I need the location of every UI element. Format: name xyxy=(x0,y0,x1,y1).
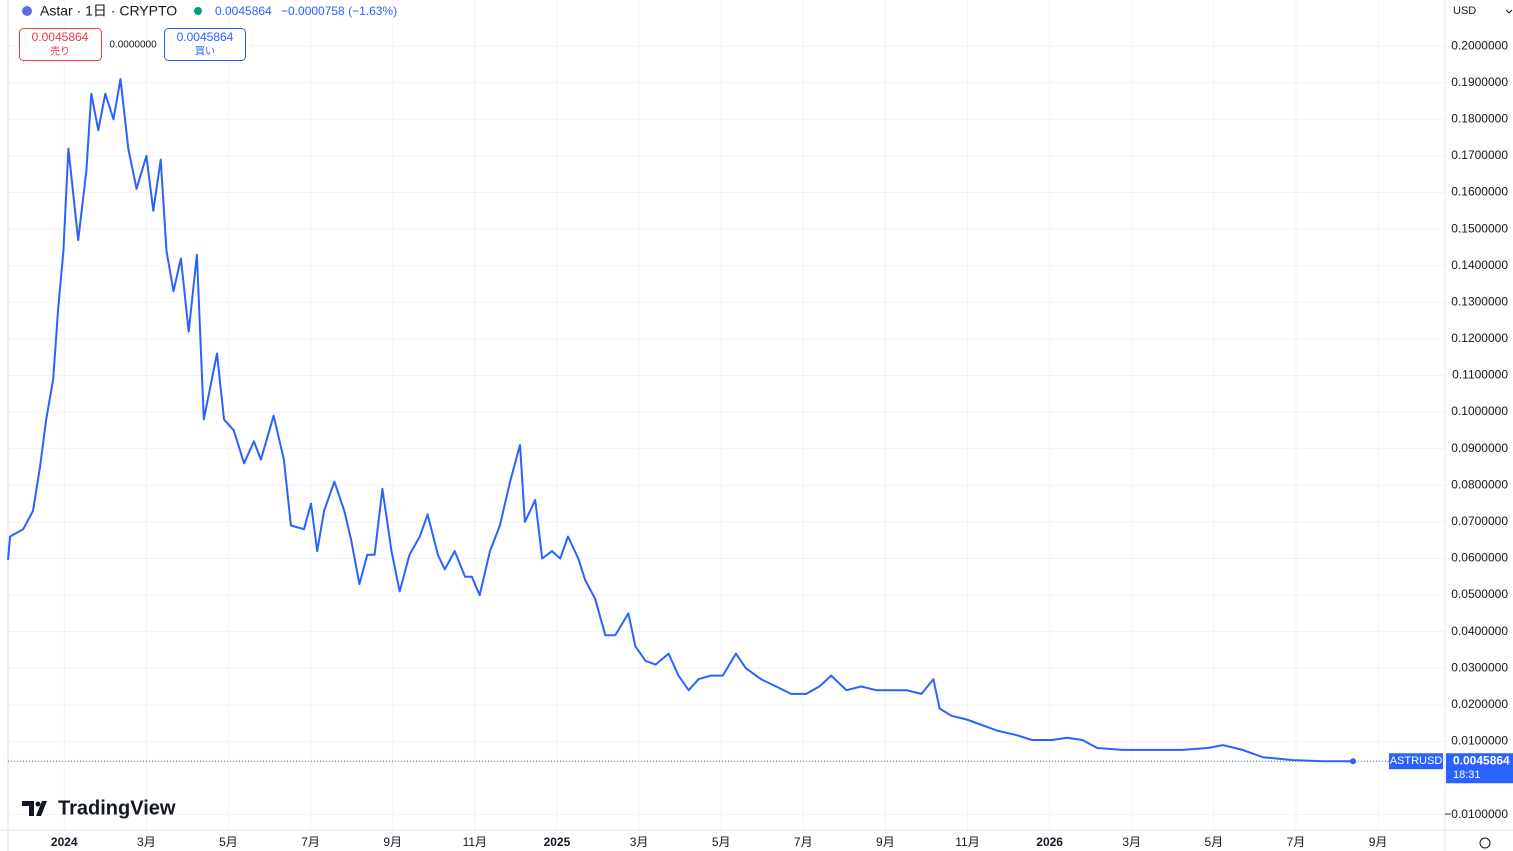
y-tick-label: 0.0800000 xyxy=(1451,477,1508,491)
spread: 0.0000000 xyxy=(109,40,157,51)
y-tick-label: 0.0600000 xyxy=(1451,551,1508,565)
y-tick-label: 0.0200000 xyxy=(1451,697,1508,711)
logo-icon xyxy=(22,801,47,816)
y-tick-label: 0.1200000 xyxy=(1451,331,1508,345)
y-tick-label: 0.0100000 xyxy=(1451,734,1508,748)
x-tick-label: 3月 xyxy=(1122,835,1141,849)
x-tick-label: 2024 xyxy=(51,835,78,849)
currency[interactable]: USD xyxy=(1453,5,1476,17)
y-tick-label: 0.0400000 xyxy=(1451,624,1508,638)
last-point xyxy=(1350,758,1357,765)
buy-button[interactable] xyxy=(164,28,246,61)
x-tick-label: 2026 xyxy=(1036,835,1063,849)
y-tick-label: 0.1700000 xyxy=(1451,148,1508,162)
logo: TradingView xyxy=(58,797,176,819)
y-tick-label: 0.0500000 xyxy=(1451,587,1508,601)
countdown-label: 18:31 xyxy=(1453,769,1481,781)
symbol-tag xyxy=(1389,753,1443,770)
x-tick-label: 7月 xyxy=(1287,835,1306,849)
y-tick-label: 0.0300000 xyxy=(1451,660,1508,674)
x-tick-label: 9月 xyxy=(383,835,402,849)
sell-price: 0.0045864 xyxy=(32,30,89,44)
logo-icon-dot xyxy=(35,801,41,807)
last-price: 0.0045864 xyxy=(215,4,272,18)
symbol: Astar · 1日 · CRYPTO xyxy=(40,3,177,19)
x-tick-label: 11月 xyxy=(463,835,487,849)
price-tag-label: 0.0045864 xyxy=(1453,753,1510,767)
buy-label: 買い xyxy=(195,46,215,58)
grid xyxy=(8,0,1445,830)
y-tick-label: 0.1600000 xyxy=(1451,185,1508,199)
x-tick-label: 3月 xyxy=(137,835,156,849)
buy-price: 0.0045864 xyxy=(177,30,234,44)
y-tick-label: 0.1900000 xyxy=(1451,75,1508,89)
y-tick-label: 0.1400000 xyxy=(1451,258,1508,272)
x-tick-label: 9月 xyxy=(876,835,895,849)
currency-caret xyxy=(1505,9,1513,14)
y-tick-label: 0.1300000 xyxy=(1451,294,1508,308)
x-tick-label: 5月 xyxy=(1205,835,1224,849)
plot xyxy=(7,78,1445,765)
x-tick-label: 11月 xyxy=(955,835,979,849)
x-tick-label: 7月 xyxy=(301,835,320,849)
y-tick-label: 0.0900000 xyxy=(1451,441,1508,455)
x-tick-label: 7月 xyxy=(794,835,813,849)
price-line xyxy=(7,78,1353,763)
y-tick-label: −0.0100000 xyxy=(1444,807,1508,821)
x-tick-label: 9月 xyxy=(1369,835,1388,849)
x-tick-label: 2025 xyxy=(544,835,571,849)
y-tick-label: 0.1000000 xyxy=(1451,404,1508,418)
x-tick-label: 3月 xyxy=(630,835,649,849)
y-tick-label: 0.1500000 xyxy=(1451,221,1508,235)
settings-icon[interactable] xyxy=(1479,837,1491,849)
symbol-tag-label: ASTRUSD xyxy=(1390,755,1443,767)
y-tick-label: 0.0700000 xyxy=(1451,514,1508,528)
price-change: −0.0000758 (−1.63%) xyxy=(281,4,397,18)
y-tick-label: 0.1800000 xyxy=(1451,111,1508,125)
sell-button[interactable] xyxy=(19,28,102,61)
status-dot xyxy=(194,7,202,15)
y-tick-label: 0.1100000 xyxy=(1452,368,1508,382)
symbol-icon xyxy=(22,6,32,16)
y-tick-label: 0.2000000 xyxy=(1451,38,1508,52)
sell-label: 売り xyxy=(50,45,70,58)
x-tick-label: 5月 xyxy=(219,835,238,849)
x-tick-label: 5月 xyxy=(712,835,731,849)
price-tag xyxy=(1446,753,1513,784)
axes: −0.0100000 0.0100000 0.0200000 0.0300000 0.0… xyxy=(51,38,1513,849)
